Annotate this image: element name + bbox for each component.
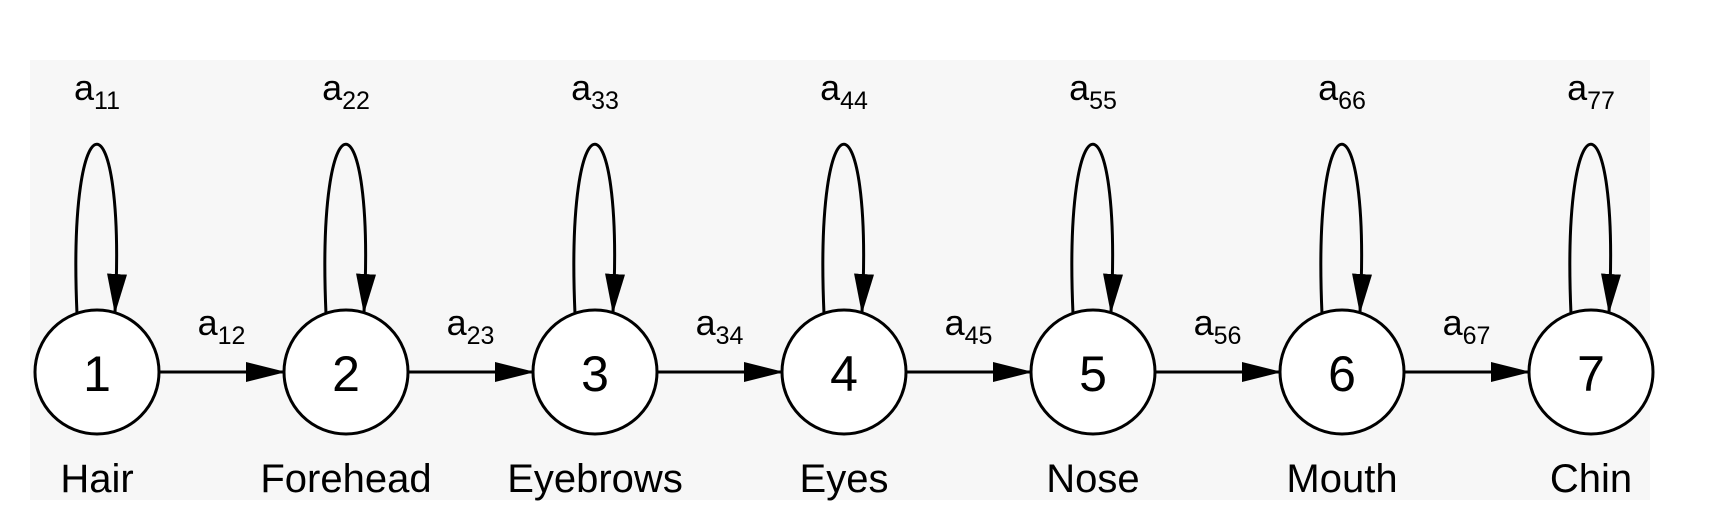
self-loop-label-5-subscript: 55 <box>1089 87 1117 115</box>
state-number-6: 6 <box>1328 346 1356 402</box>
transition-label-6-7-base: a <box>1443 302 1464 343</box>
transition-label-1-2-subscript: 12 <box>218 322 246 350</box>
state-name-7: Chin <box>1550 457 1632 501</box>
transition-label-4-5: a45 <box>945 302 993 350</box>
self-loop-label-4-base: a <box>820 67 841 108</box>
self-loop-arrow-2 <box>323 143 377 315</box>
state-number-2: 2 <box>332 346 360 402</box>
transition-label-2-3-subscript: 23 <box>467 322 495 350</box>
state-number-5: 5 <box>1079 346 1107 402</box>
transition-label-5-6: a56 <box>1194 302 1242 350</box>
state-node-4 <box>780 308 908 436</box>
state-name-2: Forehead <box>260 457 431 501</box>
self-loop-arrow-1 <box>74 143 128 315</box>
state-node-6 <box>1278 308 1406 436</box>
state-number-3: 3 <box>581 346 609 402</box>
self-loop-label-1-subscript: 11 <box>94 87 120 115</box>
transition-label-2-3: a23 <box>447 302 495 350</box>
transition-label-6-7: a67 <box>1443 302 1491 350</box>
state-node-1 <box>33 308 161 436</box>
self-loop-label-1: a11 <box>74 67 120 115</box>
transition-label-3-4: a34 <box>696 302 744 350</box>
self-loop-label-2: a22 <box>322 67 370 115</box>
self-loop-label-6-subscript: 66 <box>1338 87 1366 115</box>
transition-label-3-4-subscript: 34 <box>716 322 744 350</box>
transition-label-1-2: a12 <box>198 302 246 350</box>
transition-label-5-6-subscript: 56 <box>1214 322 1242 350</box>
self-loop-label-2-base: a <box>322 67 343 108</box>
self-loop-label-5: a55 <box>1069 67 1117 115</box>
transition-label-3-4-base: a <box>696 302 717 343</box>
self-loop-arrow-7 <box>1568 143 1622 315</box>
state-node-3 <box>531 308 659 436</box>
state-number-1: 1 <box>83 346 111 402</box>
state-node-5 <box>1029 308 1157 436</box>
self-loop-arrow-5 <box>1070 143 1124 315</box>
state-name-1: Hair <box>60 457 133 501</box>
self-loop-arrow-3 <box>572 143 626 315</box>
state-name-3: Eyebrows <box>507 457 683 501</box>
transition-label-6-7-subscript: 67 <box>1463 322 1491 350</box>
state-node-7 <box>1527 308 1655 436</box>
self-loop-label-6-base: a <box>1318 67 1339 108</box>
state-number-4: 4 <box>830 346 858 402</box>
self-loop-label-1-base: a <box>74 67 95 108</box>
self-loop-label-3: a33 <box>571 67 619 115</box>
self-loop-label-3-subscript: 33 <box>591 87 619 115</box>
state-name-5: Nose <box>1046 457 1139 501</box>
state-number-7: 7 <box>1577 346 1605 402</box>
transition-label-2-3-base: a <box>447 302 468 343</box>
state-name-6: Mouth <box>1286 457 1397 501</box>
transition-label-4-5-subscript: 45 <box>965 322 993 350</box>
self-loop-label-4-subscript: 44 <box>840 87 868 115</box>
self-loop-arrow-6 <box>1319 143 1373 315</box>
transition-label-5-6-base: a <box>1194 302 1215 343</box>
transition-label-4-5-base: a <box>945 302 966 343</box>
self-loop-label-7-base: a <box>1567 67 1588 108</box>
self-loop-label-7-subscript: 77 <box>1587 87 1615 115</box>
self-loop-arrow-4 <box>821 143 875 315</box>
state-name-4: Eyes <box>800 457 889 501</box>
self-loop-label-2-subscript: 22 <box>342 87 370 115</box>
self-loop-label-6: a66 <box>1318 67 1366 115</box>
self-loop-label-7: a77 <box>1567 67 1615 115</box>
self-loop-label-3-base: a <box>571 67 592 108</box>
transition-label-1-2-base: a <box>198 302 219 343</box>
self-loop-label-4: a44 <box>820 67 868 115</box>
self-loop-label-5-base: a <box>1069 67 1090 108</box>
state-node-2 <box>282 308 410 436</box>
